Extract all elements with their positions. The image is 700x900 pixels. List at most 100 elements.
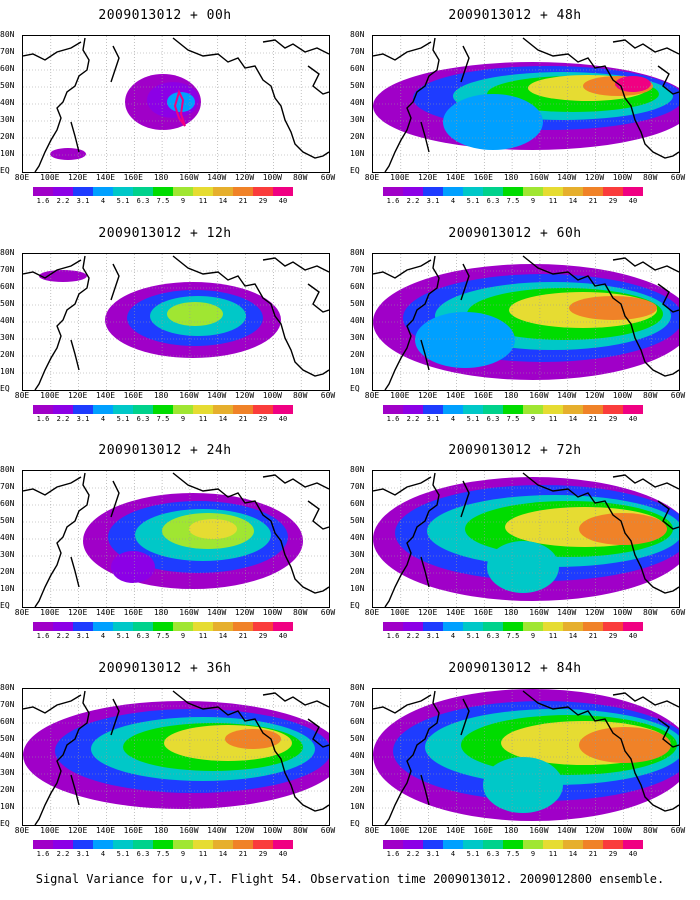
longitude-label: 100W (262, 826, 282, 835)
longitude-label: 60W (320, 608, 336, 617)
longitude-label: 160W (529, 826, 549, 835)
colorbar-swatch (133, 405, 153, 414)
latitude-label: 80N (0, 683, 15, 692)
signal-variance-map (22, 470, 330, 608)
panel-title: 2009013012 + 36h (98, 661, 232, 676)
longitude-label: 180 (503, 826, 519, 835)
coastline (373, 41, 432, 61)
colorbar-label: 7.5 (156, 850, 170, 858)
colorbar-label: 21 (238, 415, 248, 423)
variance-contour (615, 76, 651, 92)
colorbar-label: 14 (568, 632, 578, 640)
coastline (384, 472, 440, 607)
coastline (373, 476, 432, 496)
colorbar-label: 2.2 (56, 197, 70, 205)
colorbar-swatch (603, 840, 623, 849)
colorbar-swatch (383, 622, 403, 631)
colorbar-label: 5.1 (466, 850, 480, 858)
variance-contour (487, 541, 559, 593)
colorbar-swatch (193, 622, 213, 631)
latitude-label: 40N (350, 533, 365, 542)
colorbar-label: 2.2 (56, 850, 70, 858)
variance-contour (443, 94, 543, 150)
map-canvas (23, 471, 329, 607)
latitude-label: EQ (0, 384, 10, 393)
panel-title: 2009013012 + 72h (448, 443, 582, 458)
longitude-label: 80E (364, 826, 380, 835)
longitude-label: 160E (123, 391, 143, 400)
colorbar-swatch (213, 187, 233, 196)
signal-variance-map (372, 253, 680, 391)
latitude-label: 30N (350, 115, 365, 124)
colorbar-swatch (173, 622, 193, 631)
figure-caption: Signal Variance for u,v,T. Flight 54. Ob… (35, 872, 665, 886)
latitude-label: 70N (350, 265, 365, 274)
colorbar-label: 29 (258, 850, 268, 858)
colorbar-label: 9 (180, 197, 186, 205)
colorbar-label: 5.1 (466, 415, 480, 423)
coastline (23, 476, 82, 496)
variance-contour (39, 270, 87, 282)
coastline (657, 65, 679, 95)
colorbar-swatch (253, 840, 273, 849)
latitude-label: 70N (350, 482, 365, 491)
coastline (657, 718, 679, 748)
colorbar-swatch (483, 405, 503, 414)
colorbar-swatch (253, 405, 273, 414)
latitude-label: EQ (350, 819, 360, 828)
longitude-label: 120E (67, 608, 88, 617)
colorbar-swatch (173, 405, 193, 414)
longitude-label: 100E (40, 391, 60, 400)
colorbar-label: 11 (198, 632, 208, 640)
colorbar-swatch (543, 405, 563, 414)
colorbar-label: 9 (530, 850, 536, 858)
colorbar-label: 14 (568, 197, 578, 205)
coastline (307, 500, 329, 530)
map-panel: 2009013012 + 72h 80N 70N 60N 50N 40N 30N 20N 10N… (350, 443, 685, 648)
longitude-label: 140W (557, 608, 577, 617)
colorbar-swatch (483, 840, 503, 849)
colorbar-swatch (273, 840, 293, 849)
variance-contour (483, 757, 563, 813)
colorbar-label: 5.1 (116, 415, 130, 423)
colorbar-label: 5.1 (466, 632, 480, 640)
longitude-label: 80W (292, 173, 308, 182)
latitude-label: 80N (0, 30, 15, 39)
colorbar-label: 21 (238, 197, 248, 205)
latitude-label: 70N (350, 700, 365, 709)
colorbar-label: 4 (450, 415, 456, 423)
latitude-label: 70N (0, 700, 15, 709)
coastline (34, 255, 90, 390)
colorbar-label: 29 (608, 632, 618, 640)
colorbar-label: 40 (628, 415, 638, 423)
colorbar-label: 40 (278, 415, 288, 423)
variance-contour (579, 727, 671, 763)
colorbar-label: 6.3 (486, 415, 500, 423)
longitude-label: 160W (529, 173, 549, 182)
longitude-label: 100W (262, 391, 282, 400)
colorbar-swatch (603, 622, 623, 631)
colorbar-label: 3.1 (426, 850, 440, 858)
map-panel: 2009013012 + 84h 80N 70N 60N 50N 40N 30N 20N 10N… (350, 661, 685, 866)
latitude-label: 50N (0, 81, 15, 90)
colorbar-swatch (603, 405, 623, 414)
longitude-label: 100E (40, 826, 60, 835)
longitude-label: 120E (67, 391, 88, 400)
latitude-label: 60N (350, 499, 365, 508)
colorbar-label: 21 (588, 632, 598, 640)
colorbar-label: 2.2 (56, 632, 70, 640)
panel-title: 2009013012 + 12h (98, 226, 232, 241)
longitude-label: 80E (14, 826, 30, 835)
map-canvas (373, 36, 679, 172)
coastline (612, 692, 679, 708)
map-panel: 2009013012 + 48h 80N 70N 60N 50N 40N 30N 20N 10N… (350, 8, 685, 213)
coastline (522, 255, 679, 377)
coastline (657, 283, 679, 313)
latitude-label: EQ (0, 166, 10, 175)
colorbar-label: 6.3 (486, 197, 500, 205)
colorbar-label: 4 (100, 850, 106, 858)
colorbar-label: 6.3 (136, 197, 150, 205)
latitude-label: 10N (350, 584, 365, 593)
coastline (460, 698, 470, 736)
colorbar-label: 14 (218, 415, 228, 423)
